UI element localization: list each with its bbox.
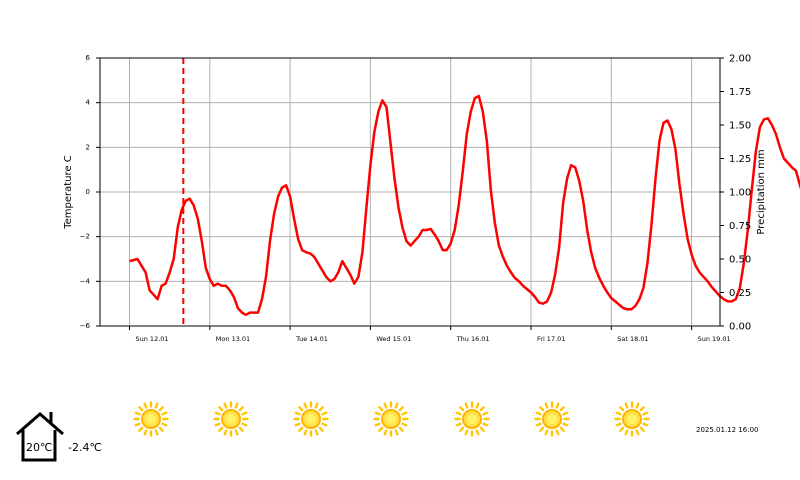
y-tick-right-label: 0.50 — [729, 255, 751, 266]
indoor-temperature: 20℃ — [26, 441, 53, 454]
y-tick-left-label: 4 — [86, 99, 91, 107]
sun-icon — [614, 401, 650, 437]
y-tick-right-label: 2.00 — [729, 54, 751, 65]
sun-icon — [534, 401, 570, 437]
temperature-series-line — [129, 94, 800, 317]
y-tick-right-label: 1.75 — [729, 87, 751, 98]
x-tick-label: Mon 13.01 — [216, 335, 250, 343]
x-tick-label: Fri 17.01 — [537, 335, 565, 343]
sun-icon — [132, 401, 169, 437]
home-icon — [16, 412, 64, 462]
y-tick-right-label: 0.75 — [729, 221, 751, 232]
sun-icon — [373, 401, 410, 437]
y-tick-right-label: 1.50 — [729, 121, 751, 132]
y-tick-right-label: 0.00 — [729, 322, 751, 333]
x-tick-label: Wed 15.01 — [376, 335, 411, 343]
y-axis-label-right: Precipitation mm — [756, 149, 767, 234]
y-tick-right-label: 1.25 — [729, 154, 751, 165]
y-axis-label-left: Temperature C — [63, 155, 74, 230]
sun-icon — [293, 401, 329, 437]
y-tick-right-label: 0.25 — [729, 288, 751, 299]
x-tick-label: Sat 18.01 — [617, 335, 648, 343]
y-tick-left-label: 0 — [86, 188, 90, 196]
y-tick-right-label: 1.00 — [729, 188, 751, 199]
update-timestamp: 2025.01.12 16:00 — [696, 426, 759, 434]
y-tick-left-label: 6 — [86, 54, 91, 62]
x-tick-label: Tue 14.01 — [295, 335, 328, 343]
temperature-chart: 6 4 2 0 −2 −4 −6 2.00 1.75 1.50 1.25 1.00 0.75 0.50 0.… — [63, 54, 800, 344]
x-tick-label: Sun 19.01 — [698, 335, 731, 343]
x-tick-label: Thu 16.01 — [456, 335, 490, 343]
sun-icon — [453, 401, 490, 437]
chart-ticks: 6 4 2 0 −2 −4 −6 2.00 1.75 1.50 1.25 1.00 0.75 0.50 0.… — [80, 54, 752, 344]
y-tick-left-label: −2 — [80, 233, 90, 241]
y-tick-left-label: 2 — [86, 143, 90, 151]
outdoor-temperature: -2.4℃ — [68, 441, 102, 454]
x-tick-label: Sun 12.01 — [136, 335, 169, 343]
chart-grid — [100, 57, 720, 327]
y-tick-left-label: −6 — [80, 322, 91, 330]
sun-icon — [213, 401, 249, 437]
y-tick-left-label: −4 — [80, 277, 91, 285]
